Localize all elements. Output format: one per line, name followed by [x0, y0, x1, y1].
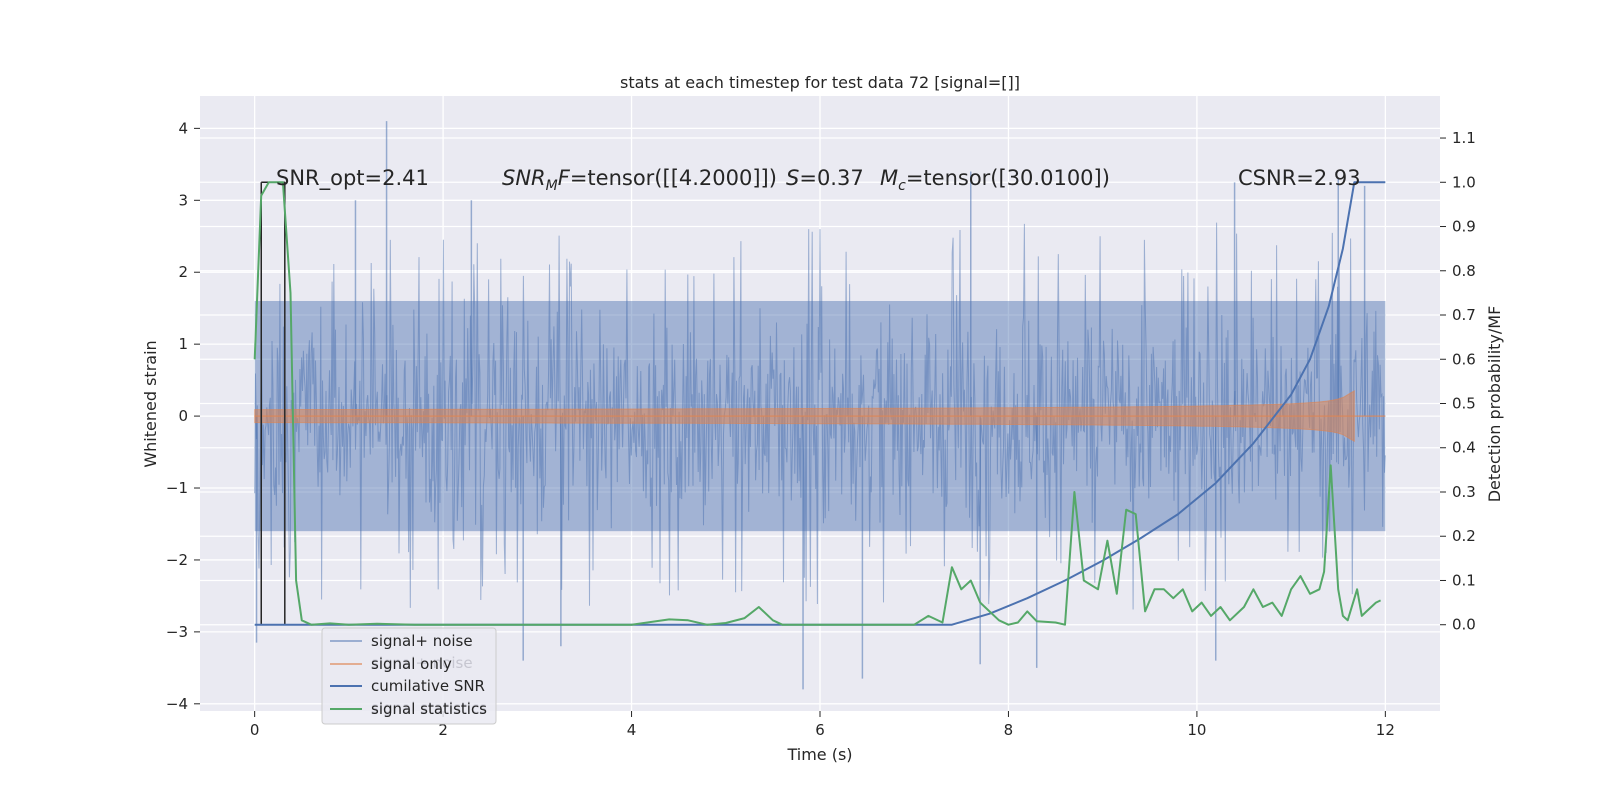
y-tick-label-right: 0.7: [1452, 306, 1476, 324]
y-tick-label-left: 2: [178, 263, 188, 281]
legend: signal+ noise signal statistics signal+ …: [321, 627, 497, 725]
y-tick-label-right: 0.5: [1452, 395, 1476, 413]
x-tick-label: 2: [438, 721, 448, 739]
annotation-mc: Mc=tensor([30.0100]): [880, 166, 1110, 194]
legend-label-noise: signal+ noise: [371, 632, 473, 650]
y-tick-label-right: 0.1: [1452, 571, 1476, 589]
cumulative-snr-line: [254, 181, 1386, 626]
legend-ghost-entry: signal statistics: [371, 699, 487, 717]
axis-ticks: 0 2 4 6 8 10 12−4−3−2−1012340.00.10.20.30.40.5…: [166, 119, 1476, 739]
y-tick-label-right: 0.3: [1452, 483, 1476, 501]
y-tick-label-left: 0: [178, 407, 188, 425]
signal-statistics-line: [253, 181, 1382, 626]
y-tick-label-left: −4: [166, 695, 188, 713]
x-tick-label: 6: [815, 721, 825, 739]
annotation-csnr: CSNR=2.93: [1238, 166, 1361, 190]
x-tick-label: 4: [627, 721, 637, 739]
y-tick-label-right: 0.8: [1452, 262, 1476, 280]
x-tick-label: 8: [1004, 721, 1014, 739]
y-axis-label-right: Detection probability/MF: [1485, 306, 1504, 503]
cumulative-snr-series: [254, 181, 1386, 626]
y-tick-label-left: 4: [178, 119, 188, 137]
annotation-snr-mf: SNRMF=tensor([[4.2000]]): [502, 166, 777, 194]
annotation-snr-opt: SNR_opt=2.41: [276, 166, 429, 191]
y-tick-label-left: −1: [166, 479, 188, 497]
x-tick-label: 0: [250, 721, 260, 739]
x-tick-label: 12: [1376, 721, 1395, 739]
y-tick-label-right: 0.9: [1452, 218, 1476, 236]
y-tick-label-left: −3: [166, 623, 188, 641]
y-tick-label-right: 0.4: [1452, 439, 1476, 457]
legend-label-signal: signal only: [371, 655, 452, 673]
y-tick-label-right: 1.0: [1452, 173, 1476, 191]
legend-frame: [321, 627, 497, 725]
y-tick-label-right: 0.0: [1452, 616, 1476, 634]
y-tick-label-left: −2: [166, 551, 188, 569]
y-axis-label-left: Whitened strain: [141, 340, 160, 467]
y-tick-label-right: 0.6: [1452, 350, 1476, 368]
y-tick-label-left: 1: [178, 335, 188, 353]
signal-only-series: [254, 390, 1386, 443]
annotation-s: S=0.37: [786, 166, 864, 190]
legend-ghost-entry: signal+ noise: [371, 654, 473, 672]
legend-label-csnr: cumilative SNR: [371, 677, 485, 695]
chart-title: stats at each timestep for test data 72 …: [620, 73, 1020, 92]
signal-statistics-series: [253, 181, 1382, 626]
y-tick-label-left: 3: [178, 191, 188, 209]
x-axis-label: Time (s): [786, 745, 852, 764]
legend-label-stats: signal statistics: [371, 700, 487, 718]
x-tick-label: 10: [1187, 721, 1206, 739]
y-tick-label-right: 0.2: [1452, 527, 1476, 545]
noise-trace: [254, 222, 1386, 610]
y-tick-label-right: 1.1: [1452, 129, 1476, 147]
